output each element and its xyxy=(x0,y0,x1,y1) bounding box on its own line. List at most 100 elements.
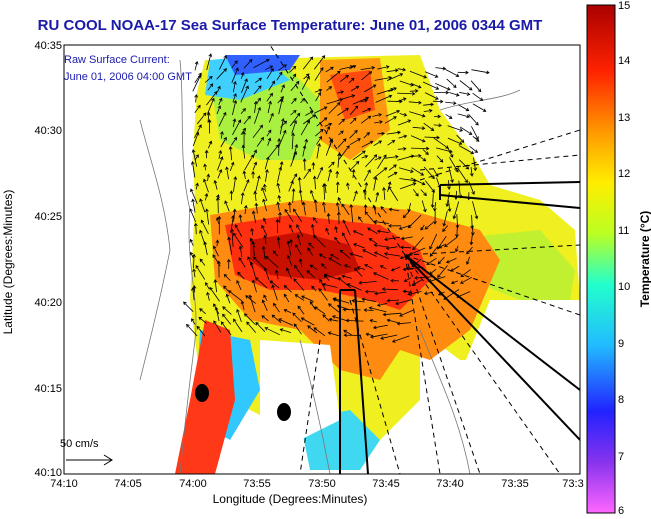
current-vector xyxy=(194,72,202,84)
current-vector xyxy=(293,208,303,223)
current-vector xyxy=(433,123,442,128)
current-vector xyxy=(261,245,266,260)
current-vector xyxy=(314,88,323,93)
current-vector xyxy=(332,297,350,304)
current-vector xyxy=(399,182,417,190)
current-vector xyxy=(316,117,328,127)
current-vector xyxy=(397,67,407,72)
current-vector xyxy=(447,200,452,213)
current-vector xyxy=(452,201,460,220)
current-vector xyxy=(328,161,335,168)
current-vector xyxy=(253,100,258,113)
current-vector xyxy=(358,280,377,285)
current-vector xyxy=(470,225,475,236)
current-vector xyxy=(268,112,274,123)
current-vector xyxy=(278,64,287,71)
current-vector xyxy=(233,176,238,192)
current-vector xyxy=(265,169,269,182)
current-vector xyxy=(395,299,413,306)
current-vector xyxy=(398,224,412,230)
current-vector xyxy=(424,135,440,140)
current-vector xyxy=(428,268,437,275)
current-vector xyxy=(424,180,435,193)
current-label: Raw Surface Current: xyxy=(64,54,170,66)
current-vector xyxy=(303,168,311,179)
current-vector xyxy=(265,255,279,268)
current-vector xyxy=(349,160,360,171)
current-vector xyxy=(193,222,198,235)
x-tick-1: 74:05 xyxy=(114,478,142,490)
current-vector xyxy=(432,168,439,178)
current-vector xyxy=(399,309,414,317)
current-vector xyxy=(447,137,463,145)
current-vector xyxy=(423,122,435,131)
current-vector xyxy=(430,189,435,209)
current-vector xyxy=(252,256,266,270)
current-vector xyxy=(352,230,364,236)
current-vector xyxy=(222,306,232,315)
current-vector xyxy=(216,105,222,115)
current-vector xyxy=(328,317,339,322)
current-vector xyxy=(232,118,237,128)
current-vector xyxy=(238,214,243,223)
current-vector xyxy=(373,243,389,248)
current-vector xyxy=(349,252,364,258)
current-vector xyxy=(232,208,237,222)
cb-tick-10: 10 xyxy=(618,281,631,293)
current-vector xyxy=(190,188,198,204)
current-vector xyxy=(206,173,211,182)
y-tick-1: 40:30 xyxy=(34,125,62,137)
current-vector xyxy=(350,85,360,92)
current-vector xyxy=(263,267,270,280)
current-vector xyxy=(409,111,426,118)
current-vector xyxy=(261,224,268,237)
current-vector xyxy=(194,60,199,71)
current-vector xyxy=(337,138,347,148)
current-vector xyxy=(318,288,328,301)
current-vector xyxy=(352,96,370,105)
current-vector xyxy=(342,219,351,236)
current-vector xyxy=(398,134,408,139)
current-vector xyxy=(255,321,266,332)
current-vector xyxy=(310,189,315,202)
current-vector xyxy=(300,97,306,104)
current-vector xyxy=(254,77,263,84)
current-vector xyxy=(236,308,242,323)
current-vector xyxy=(436,177,442,189)
current-vector xyxy=(412,126,426,131)
current-vector xyxy=(385,246,398,250)
current-vector xyxy=(396,321,412,326)
current-vector xyxy=(373,251,389,259)
current-vector xyxy=(307,247,313,256)
current-vector xyxy=(338,145,350,160)
current-vector xyxy=(230,136,238,146)
current-vector xyxy=(203,178,209,193)
current-vector xyxy=(328,257,342,266)
current-vector xyxy=(290,109,297,116)
current-vector xyxy=(424,222,434,230)
current-vector xyxy=(435,66,447,71)
current-vector xyxy=(339,74,349,83)
current-vector xyxy=(379,265,387,270)
current-vector xyxy=(445,192,450,208)
current-vector xyxy=(328,102,341,114)
current-vector xyxy=(341,274,353,279)
y-tick-5: 40:10 xyxy=(34,467,62,479)
current-vector xyxy=(423,291,434,296)
current-vector xyxy=(469,167,474,177)
current-vector xyxy=(427,276,446,283)
current-vector xyxy=(364,211,377,225)
current-vector xyxy=(387,139,396,146)
current-vector xyxy=(364,181,369,192)
current-vector xyxy=(230,228,234,247)
current-vector xyxy=(350,117,357,125)
current-vector xyxy=(326,86,333,91)
current-vector xyxy=(183,301,194,312)
current-vector xyxy=(324,122,333,127)
current-vector xyxy=(290,80,300,92)
current-vector xyxy=(231,60,238,69)
current-vector xyxy=(426,257,437,265)
current-vector xyxy=(234,224,243,237)
current-vector xyxy=(397,119,412,126)
current-vector xyxy=(460,276,472,284)
